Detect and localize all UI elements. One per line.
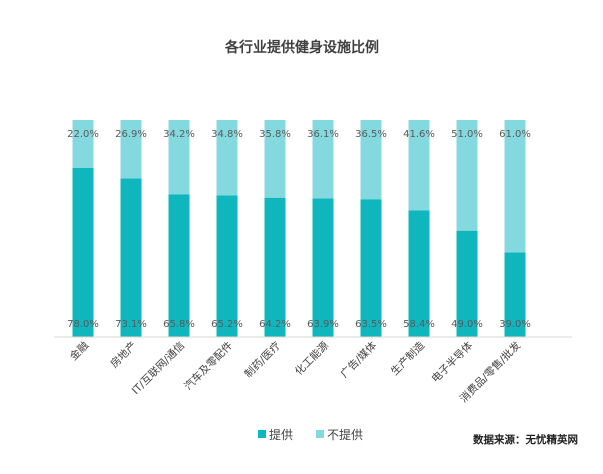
value-label-provide-4: 64.2%	[259, 319, 291, 330]
legend-label-not-provide: 不提供	[327, 427, 363, 442]
value-label-not-provide-3: 34.8%	[211, 129, 243, 140]
value-label-not-provide-7: 41.6%	[403, 129, 435, 140]
value-label-provide-6: 63.5%	[355, 319, 387, 330]
chart-title: 各行业提供健身设施比例	[224, 39, 379, 56]
bar-not-provide-9	[504, 120, 526, 253]
value-label-not-provide-4: 35.8%	[259, 129, 291, 140]
category-label-1: 房地产	[108, 339, 139, 370]
bar-not-provide-5	[312, 120, 334, 199]
value-label-not-provide-0: 22.0%	[67, 129, 99, 140]
bar-not-provide-4	[264, 120, 286, 198]
value-label-provide-3: 65.2%	[211, 319, 243, 330]
category-label-7: 生产制造	[388, 339, 427, 378]
bar-provide-4	[264, 197, 286, 337]
bar-provide-8	[456, 230, 478, 337]
bar-provide-7	[408, 210, 430, 337]
bar-provide-0	[72, 167, 94, 337]
bar-not-provide-1	[120, 120, 142, 179]
value-label-not-provide-6: 36.5%	[355, 129, 387, 140]
bar-provide-2	[168, 194, 190, 337]
bars	[72, 120, 526, 337]
bar-not-provide-2	[168, 120, 190, 195]
value-label-provide-7: 58.4%	[403, 319, 435, 330]
category-label-0: 金融	[67, 339, 91, 363]
value-label-provide-2: 65.8%	[163, 319, 195, 330]
bar-not-provide-6	[360, 120, 382, 200]
legend-label-provide: 提供	[269, 427, 293, 442]
value-label-provide-1: 73.1%	[115, 319, 147, 330]
category-label-8: 电子半导体	[429, 339, 476, 386]
value-label-provide-8: 49.0%	[451, 319, 483, 330]
value-label-not-provide-5: 36.1%	[307, 129, 339, 140]
source-note: 数据来源：无忧精英网	[472, 433, 578, 446]
value-label-not-provide-9: 61.0%	[499, 129, 531, 140]
value-label-provide-9: 39.0%	[499, 319, 531, 330]
category-label-5: 化工能源	[292, 339, 331, 378]
bar-not-provide-3	[216, 120, 238, 196]
value-label-not-provide-8: 51.0%	[451, 129, 483, 140]
category-label-6: 广告/媒体	[338, 339, 380, 381]
value-label-provide-5: 63.9%	[307, 319, 339, 330]
bar-provide-1	[120, 178, 142, 337]
value-label-not-provide-1: 26.9%	[115, 129, 147, 140]
legend: 提供 不提供	[258, 427, 363, 442]
bar-provide-9	[504, 252, 526, 337]
bar-provide-6	[360, 199, 382, 337]
bar-not-provide-0	[72, 120, 94, 168]
bar-not-provide-7	[408, 120, 430, 211]
category-label-4: 制药/医疗	[242, 339, 284, 381]
legend-swatch-not-provide	[316, 430, 324, 438]
value-labels: 78.0% 22.0% 73.1% 26.9% 65.8% 34.2% 65.2% 34.8%…	[67, 129, 531, 330]
value-label-not-provide-2: 34.2%	[163, 129, 195, 140]
bar-provide-3	[216, 195, 238, 337]
category-label-3: 汽车及零配件	[181, 339, 235, 393]
value-label-provide-0: 78.0%	[67, 319, 99, 330]
bar-provide-5	[312, 198, 334, 337]
bar-not-provide-8	[456, 120, 478, 231]
legend-swatch-provide	[258, 430, 266, 438]
